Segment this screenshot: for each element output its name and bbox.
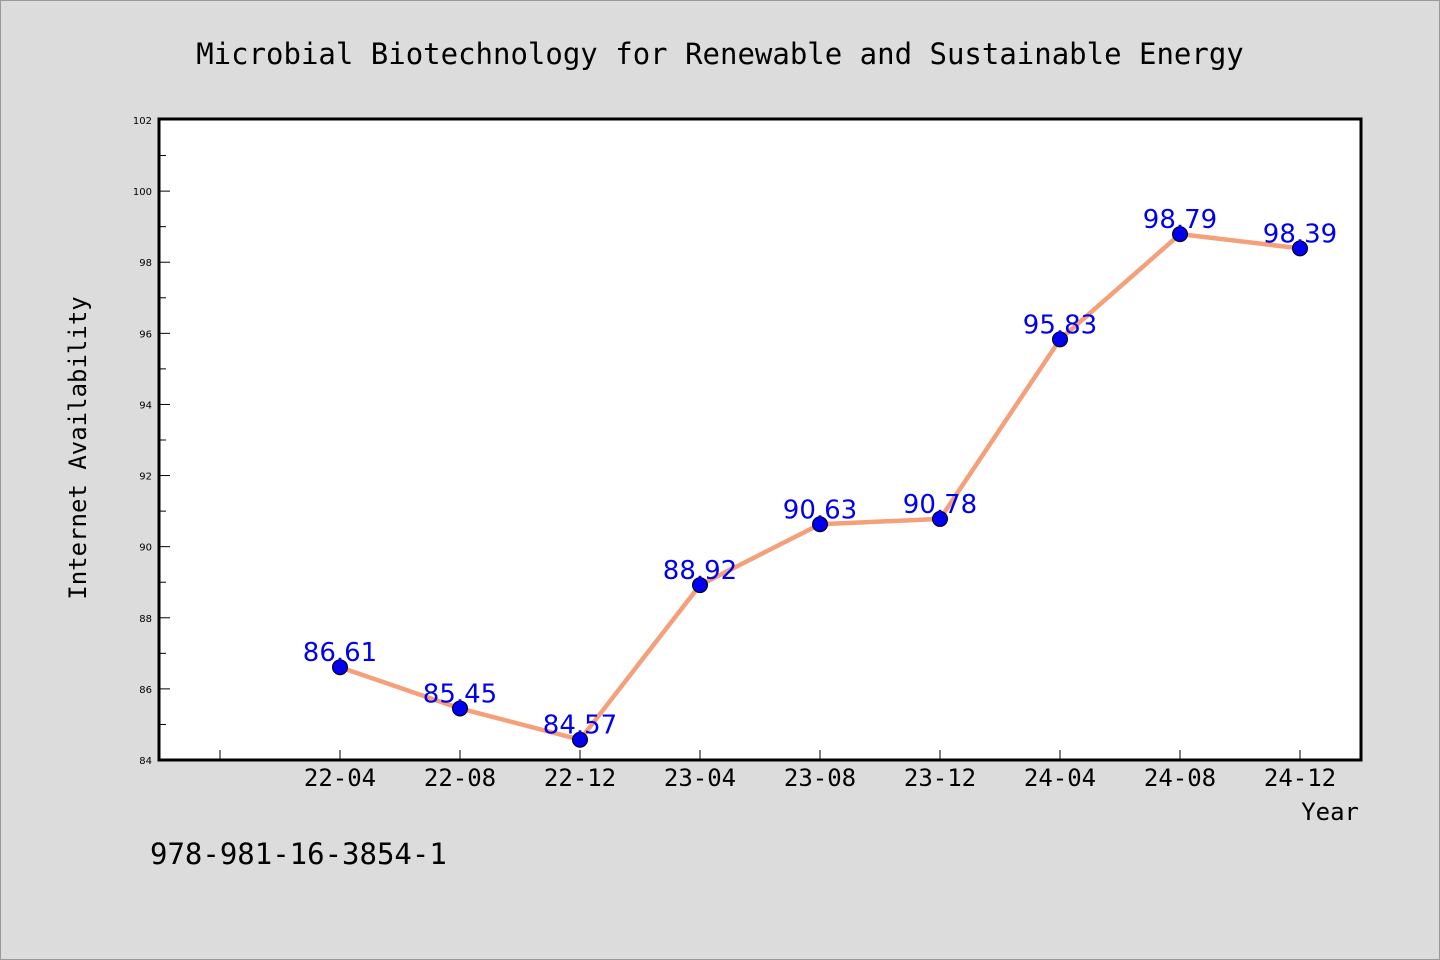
data-label: 95.83 [1023, 310, 1097, 340]
isbn-text: 978-981-16-3854-1 [150, 837, 447, 871]
y-tick-label: 94 [139, 400, 152, 411]
data-label: 88.92 [663, 556, 737, 586]
data-point [452, 700, 468, 717]
x-tick-label: 23-04 [664, 764, 736, 792]
y-tick-label: 86 [139, 685, 152, 696]
x-tick-label: 24-04 [1024, 764, 1096, 792]
data-point [812, 516, 828, 533]
y-tick-label: 96 [139, 329, 152, 340]
data-label: 90.78 [903, 490, 977, 520]
data-point [332, 659, 348, 676]
y-tick-label: 98 [139, 258, 152, 269]
data-point [1052, 331, 1068, 348]
data-point [932, 510, 948, 527]
data-label: 85.45 [423, 679, 497, 709]
y-tick-label: 92 [139, 472, 152, 483]
plot-area [157, 117, 1363, 762]
data-point [1292, 240, 1308, 257]
x-axis-label: Year [1301, 798, 1359, 826]
y-tick-label: 90 [139, 543, 152, 554]
x-tick-label: 24-12 [1264, 764, 1336, 792]
data-label: 98.39 [1263, 219, 1337, 249]
x-tick-label: 23-08 [784, 764, 856, 792]
y-axis-label: Internet Availability [64, 296, 92, 599]
data-label: 90.63 [783, 495, 857, 525]
series-layer: 86.61 85.45 84.57 88.92 90.63 90.78 95.83 98.79… [303, 205, 1337, 748]
y-tick-label: 88 [139, 614, 152, 625]
y-tick-label: 84 [139, 756, 152, 767]
data-label: 86.61 [303, 638, 377, 668]
x-axis: 22-04 22-08 22-12 23-04 23-08 23-12 24-04 24-08… [219, 750, 1336, 792]
data-point [692, 577, 708, 594]
x-tick-label: 22-04 [304, 764, 376, 792]
y-axis: 84 86 88 90 92 94 96 98 100 102 [133, 116, 170, 767]
x-tick-label: 24-08 [1144, 764, 1216, 792]
data-label: 98.79 [1143, 205, 1217, 235]
x-tick-label: 22-12 [544, 764, 616, 792]
y-tick-label: 100 [133, 187, 152, 198]
chart-title: Microbial Biotechnology for Renewable an… [196, 37, 1244, 71]
x-tick-label: 23-12 [904, 764, 976, 792]
y-tick-label: 102 [133, 116, 152, 127]
data-point [1172, 226, 1188, 243]
data-label: 84.57 [543, 711, 617, 741]
data-point [572, 731, 588, 748]
x-tick-label: 22-08 [424, 764, 496, 792]
